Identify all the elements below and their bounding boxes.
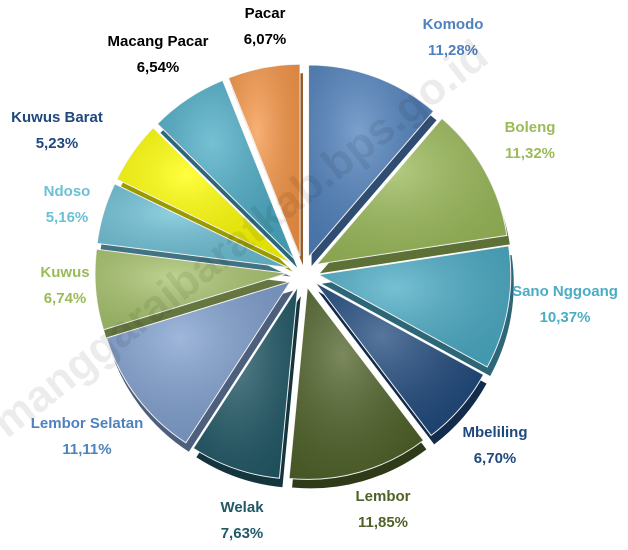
category-label: Boleng xyxy=(505,119,556,136)
value-label: 6,70% xyxy=(474,450,517,467)
value-label: 6,54% xyxy=(137,59,180,76)
category-label: Pacar xyxy=(245,5,286,22)
value-label: 10,37% xyxy=(540,309,591,326)
value-label: 11,32% xyxy=(505,145,555,162)
category-label: Komodo xyxy=(423,16,484,33)
category-label: Lembor Selatan xyxy=(31,415,144,432)
category-label: Macang Pacar xyxy=(108,33,209,50)
value-label: 7,63% xyxy=(221,525,264,542)
value-label: 5,16% xyxy=(46,209,89,226)
value-label: 11,85% xyxy=(358,514,408,531)
value-label: 5,23% xyxy=(36,135,79,152)
category-label: Mbeliling xyxy=(463,424,528,441)
value-label: 11,28% xyxy=(428,42,478,59)
category-label: Lembor xyxy=(355,488,410,505)
labels: Komodo 11,28% Boleng 11,32% Sano Nggoang 10,3… xyxy=(11,5,618,542)
value-label: 6,74% xyxy=(44,290,87,307)
category-label: Kuwus xyxy=(40,264,89,281)
category-label: Welak xyxy=(220,499,264,516)
value-label: 11,11% xyxy=(62,441,111,458)
category-label: Ndoso xyxy=(44,183,91,200)
value-label: 6,07% xyxy=(244,31,287,48)
category-label: Kuwus Barat xyxy=(11,109,103,126)
category-label: Sano Nggoang xyxy=(512,283,618,300)
